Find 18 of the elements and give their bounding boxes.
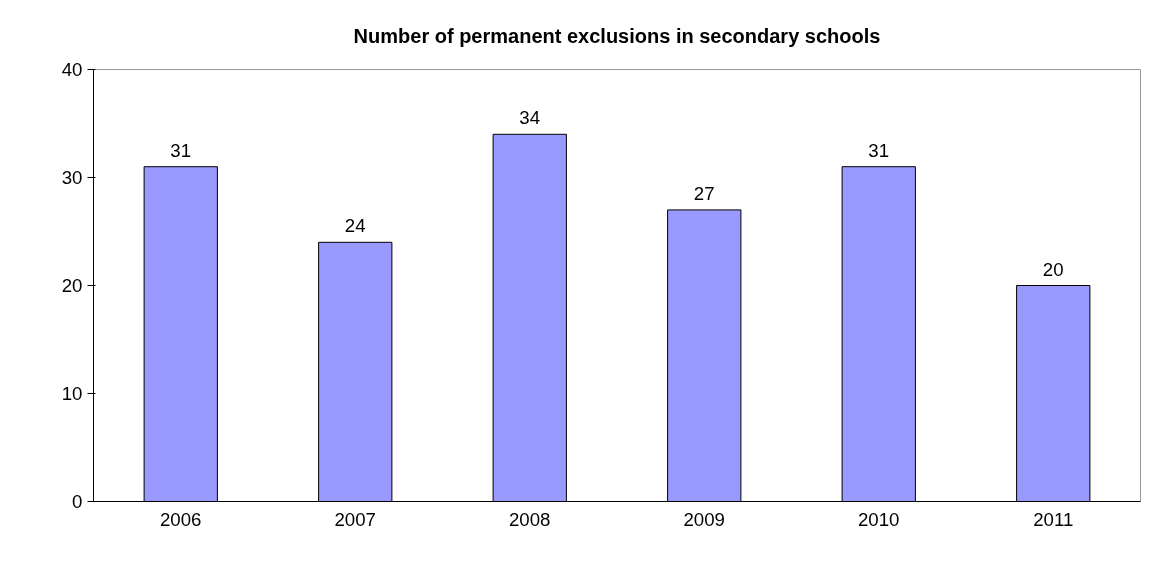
x-tick-label: 2008 — [509, 508, 551, 530]
data-label: 34 — [519, 107, 541, 129]
data-label: 31 — [170, 139, 192, 161]
data-label: 27 — [693, 182, 715, 204]
x-tick-label: 2006 — [160, 508, 202, 530]
y-tick-label: 10 — [61, 383, 83, 404]
y-tick-label: 30 — [61, 167, 83, 188]
x-tick-label: 2007 — [334, 508, 377, 530]
x-tick-label: 2009 — [683, 508, 726, 530]
data-label: 31 — [868, 139, 890, 161]
data-label: 24 — [344, 215, 366, 237]
y-tick-label: 40 — [61, 59, 83, 80]
chart-title: Number of permanent exclusions in secondary schools — [353, 25, 881, 47]
y-tick-label: 0 — [72, 491, 83, 512]
x-tick-label: 2010 — [858, 508, 900, 530]
x-tick-label: 2011 — [1033, 508, 1074, 530]
data-label: 20 — [1042, 258, 1064, 280]
y-tick-label: 20 — [61, 275, 83, 296]
